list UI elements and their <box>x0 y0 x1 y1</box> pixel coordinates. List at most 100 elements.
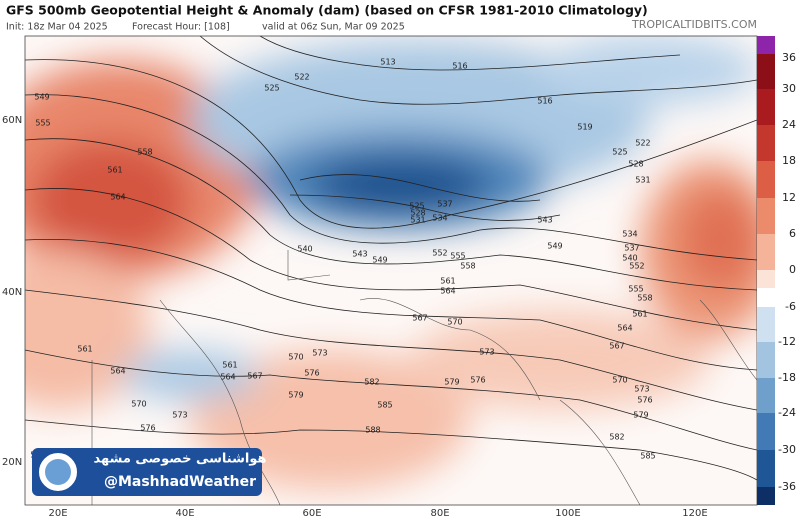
contour-label: 555 <box>450 252 465 261</box>
colorbar-label: 30 <box>782 82 796 95</box>
forecast-hour: Forecast Hour: [108] <box>132 22 230 33</box>
contour-label: 579 <box>633 411 648 420</box>
contour-label: 543 <box>537 216 552 225</box>
contour-label: 564 <box>220 373 235 382</box>
contour-label: 540 <box>297 245 312 254</box>
contour-label: 534 <box>432 214 447 223</box>
contour-label: 567 <box>247 372 262 381</box>
contour-label: 543 <box>352 250 367 259</box>
lat-label: 60N <box>2 115 22 126</box>
colorbar-label: 24 <box>782 118 796 131</box>
contour-label: 540 <box>622 254 637 263</box>
map-area: 513 5165165195225255225255285315345375405… <box>25 36 757 505</box>
contour-label: 561 <box>440 277 455 286</box>
contour-label: 573 <box>479 348 494 357</box>
colorbar-label: 12 <box>782 191 796 204</box>
colorbar-label: 36 <box>782 51 796 64</box>
contour-label: 570 <box>612 376 627 385</box>
valid-time: valid at 06z Sun, Mar 09 2025 <box>262 22 405 33</box>
contour-label: 582 <box>364 378 379 387</box>
colorbar-label: -12 <box>778 335 796 348</box>
contour-label: 522 <box>294 73 309 82</box>
title: GFS 500mb Geopotential Height & Anomaly … <box>6 3 648 18</box>
contour-label: 561 <box>222 361 237 370</box>
contour-label: 567 <box>609 342 624 351</box>
init-time: Init: 18z Mar 04 2025 <box>6 22 108 33</box>
contour-label: 579 <box>288 391 303 400</box>
contour-label: 573 <box>634 385 649 394</box>
contour-labels: 513 5165165195225255225255285315345375405… <box>30 58 655 461</box>
site-name: TROPICALTIDBITS.COM <box>631 18 757 31</box>
borders <box>91 250 757 505</box>
watermark-name: هواشناسی خصوصی مشهد <box>94 452 267 467</box>
colorbar-label: -24 <box>778 406 796 419</box>
contour-label: 555 <box>628 285 643 294</box>
watermark: هواشناسی خصوصی مشهد @MashhadWeather <box>32 448 267 496</box>
contour-label: 564 <box>110 193 125 202</box>
contour-label: 537 <box>437 200 452 209</box>
contour-label: 558 <box>137 148 152 157</box>
colorbar-label: -6 <box>785 300 796 313</box>
colorbar-label: 0 <box>789 263 796 276</box>
watermark-handle: @MashhadWeather <box>104 474 256 490</box>
contour-label: 549 <box>34 93 49 102</box>
colorbar-label: -30 <box>778 443 796 456</box>
anomaly-shading <box>25 36 757 490</box>
contour-label: 531 <box>410 216 425 225</box>
contour-label: 564 <box>440 287 455 296</box>
contour-label: 564 <box>110 367 125 376</box>
colorbar-label: 18 <box>782 154 796 167</box>
contour-label: 528 <box>628 160 643 169</box>
contour-label: 516 <box>537 97 552 106</box>
colorbar-label: 6 <box>789 227 796 240</box>
contour-label: 570 <box>131 400 146 409</box>
contour-label: 519 <box>577 123 592 132</box>
contour-label: 576 <box>470 376 485 385</box>
contour-label: 567 <box>412 314 427 323</box>
contour-label: 558 <box>637 294 652 303</box>
contour-label: 525 <box>409 202 424 211</box>
lon-label: 40E <box>175 508 194 519</box>
lon-label: 60E <box>302 508 321 519</box>
contour-label: 576 <box>140 424 155 433</box>
lat-label: 20N <box>2 457 22 468</box>
contour-label: 564 <box>617 324 632 333</box>
contour-label: 579 <box>444 378 459 387</box>
contour-label: 561 <box>107 166 122 175</box>
contour-label: 582 <box>609 433 624 442</box>
colorbar-label: -18 <box>778 371 796 384</box>
colorbar <box>757 36 775 505</box>
contour-label: 558 <box>460 262 475 271</box>
contour-label: 516 <box>452 62 467 71</box>
contour-label: 588 <box>365 426 380 435</box>
contour-label: 525 <box>612 148 627 157</box>
contour-label: 522 <box>635 139 650 148</box>
contour-label: 534 <box>622 230 637 239</box>
lon-label: 100E <box>555 508 580 519</box>
contour-label: 537 <box>624 244 639 253</box>
contour-label: 561 <box>77 345 92 354</box>
height-contours <box>25 36 757 481</box>
colorbar-label: -36 <box>778 480 796 493</box>
contour-label: 552 <box>432 249 447 258</box>
contour-label: 549 <box>372 256 387 265</box>
contour-label: 585 <box>640 452 655 461</box>
contour-label: 576 <box>304 369 319 378</box>
contour-label: 576 <box>637 396 652 405</box>
contour-label: 573 <box>172 411 187 420</box>
contour-label: 531 <box>635 176 650 185</box>
contour-label: 570 <box>288 353 303 362</box>
contour-label: 549 <box>547 242 562 251</box>
lat-label: 40N <box>2 287 22 298</box>
contour-label: 585 <box>377 401 392 410</box>
contour-label: 573 <box>312 349 327 358</box>
lon-label: 80E <box>430 508 449 519</box>
contour-label: 552 <box>629 262 644 271</box>
lon-label: 120E <box>682 508 707 519</box>
contour-label: 513 <box>380 58 395 67</box>
contour-label: 561 <box>632 310 647 319</box>
contour-label: 525 <box>264 84 279 93</box>
contour-label: 555 <box>35 119 50 128</box>
contour-label: 528 <box>410 209 425 218</box>
